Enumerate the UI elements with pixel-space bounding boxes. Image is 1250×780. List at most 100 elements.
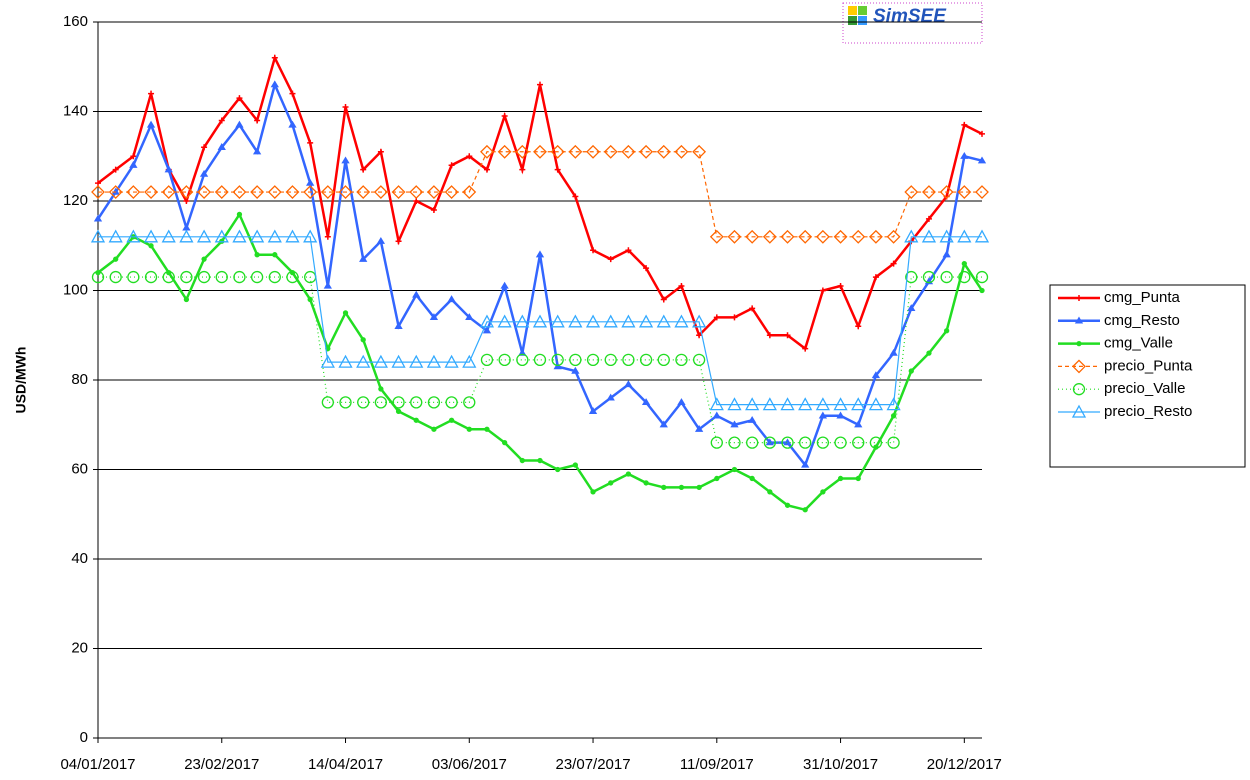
- marker: [977, 156, 987, 164]
- marker: [112, 166, 119, 173]
- marker: [555, 466, 561, 473]
- y-axis-label: USD/MWh: [13, 347, 29, 414]
- marker: [939, 229, 954, 243]
- y-tick-label: 120: [63, 192, 88, 209]
- marker: [498, 353, 511, 367]
- marker: [621, 314, 636, 328]
- marker: [108, 185, 123, 199]
- marker: [197, 185, 211, 199]
- marker: [267, 185, 282, 199]
- marker: [762, 229, 777, 244]
- marker: [445, 396, 458, 409]
- marker: [643, 265, 650, 272]
- marker: [784, 502, 791, 508]
- marker: [183, 198, 190, 204]
- marker: [925, 215, 932, 222]
- marker: [836, 411, 845, 419]
- marker: [395, 408, 402, 414]
- marker: [250, 185, 265, 199]
- marker: [798, 397, 813, 411]
- marker: [109, 270, 122, 284]
- marker: [444, 185, 459, 199]
- marker: [837, 475, 844, 482]
- marker: [338, 354, 353, 368]
- marker: [694, 424, 704, 432]
- marker: [710, 436, 723, 449]
- marker: [129, 160, 138, 168]
- marker: [395, 238, 402, 245]
- x-tick-label: 11/09/2017: [680, 756, 754, 773]
- marker: [904, 229, 919, 243]
- marker: [497, 144, 512, 159]
- marker: [448, 162, 455, 169]
- marker: [286, 270, 299, 284]
- marker: [1071, 404, 1087, 418]
- marker: [692, 353, 706, 367]
- marker: [515, 314, 530, 328]
- marker: [622, 353, 635, 367]
- marker: [515, 144, 530, 159]
- marker: [656, 144, 671, 159]
- marker: [146, 120, 156, 128]
- marker: [957, 185, 972, 199]
- marker: [869, 229, 883, 244]
- marker: [285, 229, 300, 243]
- logo-square: [848, 6, 857, 15]
- marker: [519, 457, 525, 464]
- marker: [288, 120, 297, 128]
- marker: [233, 270, 246, 284]
- marker: [338, 185, 353, 199]
- marker: [391, 354, 406, 368]
- marker: [815, 397, 830, 411]
- marker: [90, 229, 106, 243]
- marker: [677, 398, 686, 406]
- marker: [483, 166, 490, 173]
- marker: [359, 254, 368, 262]
- marker: [342, 310, 349, 316]
- marker: [501, 112, 508, 119]
- marker: [905, 270, 918, 284]
- marker: [430, 206, 437, 213]
- legend-label: precio_Resto: [1104, 403, 1192, 420]
- marker: [250, 229, 265, 243]
- marker: [551, 353, 564, 367]
- marker: [674, 314, 689, 328]
- marker: [820, 489, 826, 495]
- marker: [250, 270, 264, 284]
- marker: [341, 156, 350, 164]
- marker: [871, 371, 881, 379]
- marker: [766, 332, 773, 339]
- marker: [661, 484, 667, 491]
- marker: [412, 290, 421, 298]
- marker: [500, 281, 509, 289]
- marker: [161, 229, 176, 243]
- marker: [1076, 340, 1082, 347]
- marker: [444, 354, 459, 368]
- marker: [550, 314, 565, 328]
- marker: [392, 396, 405, 409]
- marker: [373, 354, 388, 368]
- marker: [819, 287, 826, 294]
- marker: [93, 214, 103, 222]
- marker: [907, 304, 916, 312]
- marker: [427, 396, 441, 409]
- marker: [833, 397, 848, 411]
- marker: [798, 229, 813, 244]
- marker: [780, 229, 795, 244]
- logo-square: [858, 6, 867, 15]
- marker: [802, 507, 808, 513]
- y-tick-label: 100: [63, 281, 88, 298]
- marker: [479, 314, 495, 328]
- marker: [869, 436, 883, 449]
- legend: [1049, 284, 1246, 468]
- marker: [960, 151, 969, 159]
- marker: [447, 295, 456, 303]
- marker: [254, 117, 261, 124]
- marker: [922, 185, 936, 199]
- marker: [868, 397, 884, 411]
- marker: [660, 296, 667, 303]
- marker: [780, 397, 795, 411]
- marker: [834, 436, 847, 449]
- marker: [394, 322, 403, 329]
- marker: [606, 393, 615, 401]
